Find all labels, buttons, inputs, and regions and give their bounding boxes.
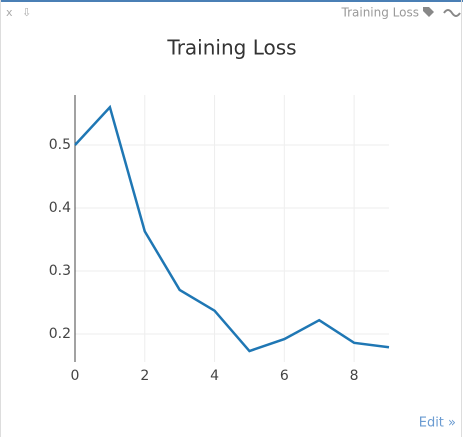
y-tick-label: 0.4	[49, 200, 71, 216]
tag-icon[interactable]	[423, 7, 434, 17]
line-series	[74, 104, 390, 353]
x-tick-label: 2	[140, 368, 149, 384]
x-tick-label: 6	[280, 368, 289, 384]
chart-title: Training Loss	[166, 36, 296, 60]
edit-link[interactable]: Edit »	[419, 416, 456, 431]
y-tick-label: 0.5	[49, 137, 71, 153]
x-tick-label: 0	[71, 368, 80, 384]
download-button[interactable]: ⇩	[22, 6, 31, 19]
y-tick-label: 0.2	[49, 326, 71, 342]
close-button[interactable]: x	[6, 6, 13, 19]
y-tick-label: 0.3	[49, 263, 71, 279]
wave-icon[interactable]	[443, 9, 461, 17]
widget-label: Training Loss	[341, 6, 419, 20]
x-tick-label: 4	[210, 368, 219, 384]
x-tick-label: 8	[350, 368, 359, 384]
